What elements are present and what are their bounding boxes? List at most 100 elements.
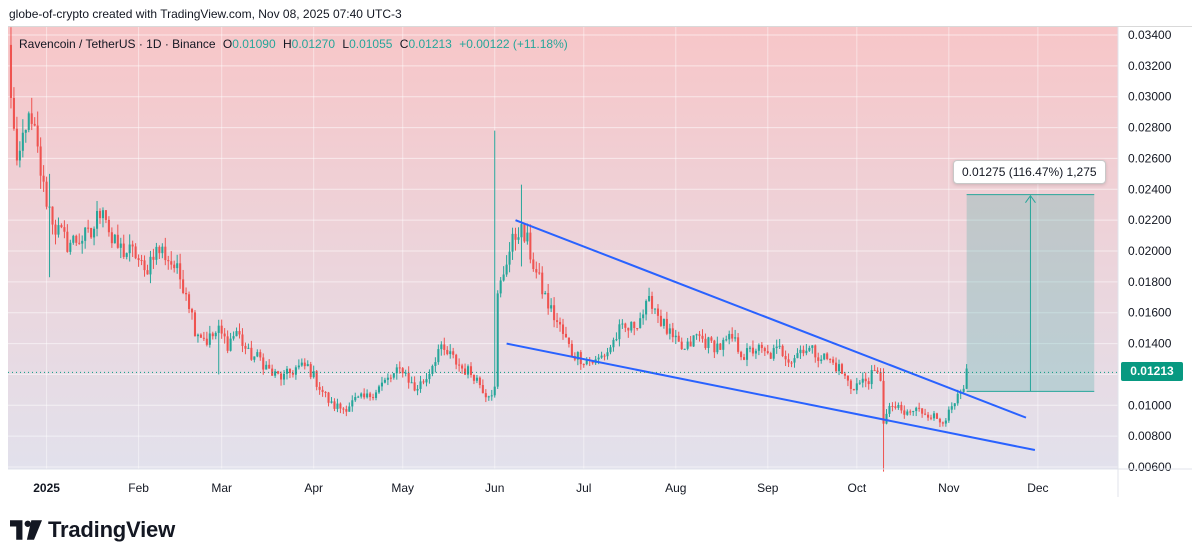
candle-body xyxy=(419,381,422,389)
candle-body xyxy=(630,321,633,331)
candle-body xyxy=(72,235,75,243)
candle-body xyxy=(57,225,60,235)
candle xyxy=(784,350,787,367)
candle xyxy=(389,374,392,383)
candle-body xyxy=(633,321,636,329)
candle-body xyxy=(591,361,594,364)
candle-body xyxy=(570,343,573,357)
candle-body xyxy=(134,246,137,259)
candle-body xyxy=(461,365,464,369)
candle xyxy=(354,392,357,402)
candle xyxy=(300,358,303,367)
candle xyxy=(665,311,668,336)
candle-body xyxy=(24,129,27,133)
candle-body xyxy=(612,339,615,348)
candle xyxy=(668,323,671,340)
candle xyxy=(363,388,366,400)
candle-body xyxy=(288,368,291,373)
candle-body xyxy=(731,333,734,339)
candle xyxy=(751,340,754,357)
candle-body xyxy=(69,242,72,252)
candle xyxy=(799,345,802,359)
candle xyxy=(315,369,318,391)
y-tick-label: 0.00600 xyxy=(1128,460,1172,474)
candle-body xyxy=(413,382,416,391)
candle-body xyxy=(143,260,146,271)
candle xyxy=(929,414,933,421)
price-chart[interactable]: 0.03400 0.03200 0.03000 0.02800 0.02600 0.024… xyxy=(8,27,1192,497)
candle xyxy=(499,277,502,298)
candle xyxy=(170,251,173,270)
candle xyxy=(392,373,395,380)
candle-body xyxy=(104,210,107,220)
candle xyxy=(918,402,921,412)
wedge-trendline xyxy=(506,342,1036,452)
candle-body xyxy=(152,256,155,260)
candle-body xyxy=(360,393,363,397)
candle xyxy=(556,312,559,329)
candle-body xyxy=(692,335,695,347)
candle xyxy=(440,341,443,356)
candle-body xyxy=(781,345,784,357)
candle-body xyxy=(291,372,294,375)
candle xyxy=(526,223,529,245)
candle xyxy=(835,357,838,373)
candle-body xyxy=(300,362,303,366)
candle xyxy=(110,227,113,248)
candle xyxy=(27,111,30,133)
x-tick-label: May xyxy=(391,481,414,495)
candle-body xyxy=(321,389,324,392)
candle xyxy=(867,377,870,390)
candle-body xyxy=(422,381,425,383)
candle xyxy=(60,223,63,229)
candle xyxy=(247,343,250,350)
candle-body xyxy=(366,393,369,398)
tradingview-wordmark: TradingView xyxy=(48,517,175,542)
candle-body xyxy=(950,406,953,410)
candle-body xyxy=(891,405,894,407)
candle xyxy=(843,371,846,380)
x-tick-label: Nov xyxy=(938,481,959,495)
candle xyxy=(558,317,562,332)
candle xyxy=(81,235,84,254)
candle-body xyxy=(75,235,78,243)
candle-body xyxy=(149,256,152,275)
candle xyxy=(870,365,873,389)
candle xyxy=(505,255,508,277)
candle-body xyxy=(410,382,413,384)
candle-body xyxy=(185,292,188,295)
candle xyxy=(508,242,511,273)
candle-body xyxy=(84,227,87,241)
candle xyxy=(612,337,615,352)
candle xyxy=(193,310,197,337)
symbol-name[interactable]: Ravencoin / TetherUS · 1D · Binance xyxy=(19,37,216,51)
candle-body xyxy=(547,293,550,309)
candle xyxy=(288,368,291,379)
candle-body xyxy=(140,260,143,262)
candle xyxy=(888,402,891,418)
candle xyxy=(253,356,256,363)
candle-body xyxy=(303,362,306,367)
candle xyxy=(627,327,630,338)
candle xyxy=(333,398,336,412)
candle-body xyxy=(478,377,481,386)
candle xyxy=(330,397,333,404)
candle xyxy=(932,410,936,421)
candle-body xyxy=(54,224,57,235)
candle-body xyxy=(342,408,345,410)
candle xyxy=(416,384,419,396)
candle-body xyxy=(208,333,211,345)
candle xyxy=(787,353,790,368)
grid xyxy=(8,27,1118,469)
measure-tooltip: 0.01275 (116.47%) 1,275 xyxy=(953,160,1106,184)
candle xyxy=(683,348,686,350)
candle xyxy=(523,223,526,243)
candle-body xyxy=(9,44,13,98)
candle-body xyxy=(719,343,722,350)
candle xyxy=(351,395,354,412)
candle-body xyxy=(496,293,499,387)
candle xyxy=(21,119,24,158)
candle-body xyxy=(66,231,69,252)
x-tick-label: Apr xyxy=(304,481,323,495)
candle-body xyxy=(659,315,662,326)
